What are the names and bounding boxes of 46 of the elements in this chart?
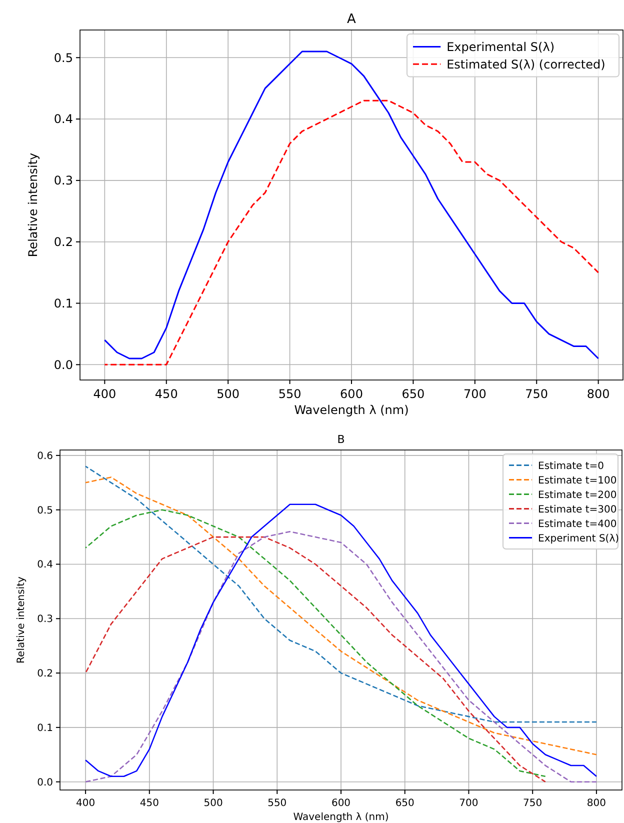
x-tick-label: 450 — [140, 798, 159, 809]
x-tick-label: 400 — [93, 387, 116, 401]
x-tick-label: 550 — [268, 798, 287, 809]
legend-label: Estimate t=0 — [538, 460, 604, 472]
y-axis-title: Relative intensity — [16, 576, 27, 664]
x-tick-label: 500 — [216, 387, 240, 401]
y-tick-label: 0.4 — [54, 112, 73, 126]
y-tick-label: 0.1 — [54, 296, 73, 310]
y-tick-label: 0.3 — [54, 174, 73, 188]
x-tick-label: 400 — [76, 798, 96, 809]
x-tick-label: 650 — [395, 798, 414, 809]
chart-title: A — [347, 12, 356, 27]
y-tick-label: 0.5 — [54, 50, 73, 65]
y-tick-label: 0.2 — [54, 235, 73, 250]
x-tick-label: 600 — [331, 798, 351, 809]
legend-label: Estimate t=100 — [538, 475, 617, 486]
x-tick-label: 750 — [525, 387, 548, 401]
y-tick-label: 0.5 — [37, 505, 53, 516]
legend-label: Estimate t=200 — [538, 490, 617, 501]
y-tick-label: 0.1 — [37, 722, 53, 734]
line-series — [104, 100, 600, 366]
x-tick-label: 800 — [586, 387, 610, 401]
x-tick-label: 500 — [204, 798, 223, 809]
legend-label: Experimental S(λ) — [446, 40, 555, 54]
legend-label: Experiment S(λ) — [538, 533, 620, 544]
x-tick-label: 700 — [459, 798, 478, 809]
x-tick-label: 750 — [523, 798, 542, 809]
legend-label: Estimated S(λ) (corrected) — [446, 57, 606, 72]
y-tick-label: 0.0 — [37, 777, 53, 788]
y-tick-label: 0.4 — [37, 560, 53, 571]
y-tick-label: 0.0 — [54, 358, 73, 372]
x-axis-title: Wavelength λ (nm) — [293, 812, 389, 823]
x-tick-label: 650 — [402, 387, 425, 401]
legend-label: Estimate t=400 — [538, 518, 617, 530]
y-axis-title: Relative intensity — [26, 152, 40, 258]
chart-title: B — [337, 433, 345, 446]
y-tick-label: 0.3 — [37, 614, 53, 626]
x-tick-label: 800 — [586, 798, 606, 809]
x-tick-label: 550 — [278, 387, 302, 401]
legend-label: Estimate t=300 — [538, 504, 617, 516]
x-axis-title: Wavelength λ (nm) — [294, 403, 409, 417]
y-tick-label: 0.2 — [37, 668, 53, 680]
y-tick-label: 0.6 — [37, 450, 53, 462]
x-tick-label: 700 — [463, 387, 486, 401]
x-tick-label: 600 — [340, 387, 363, 401]
x-tick-label: 450 — [154, 387, 178, 401]
